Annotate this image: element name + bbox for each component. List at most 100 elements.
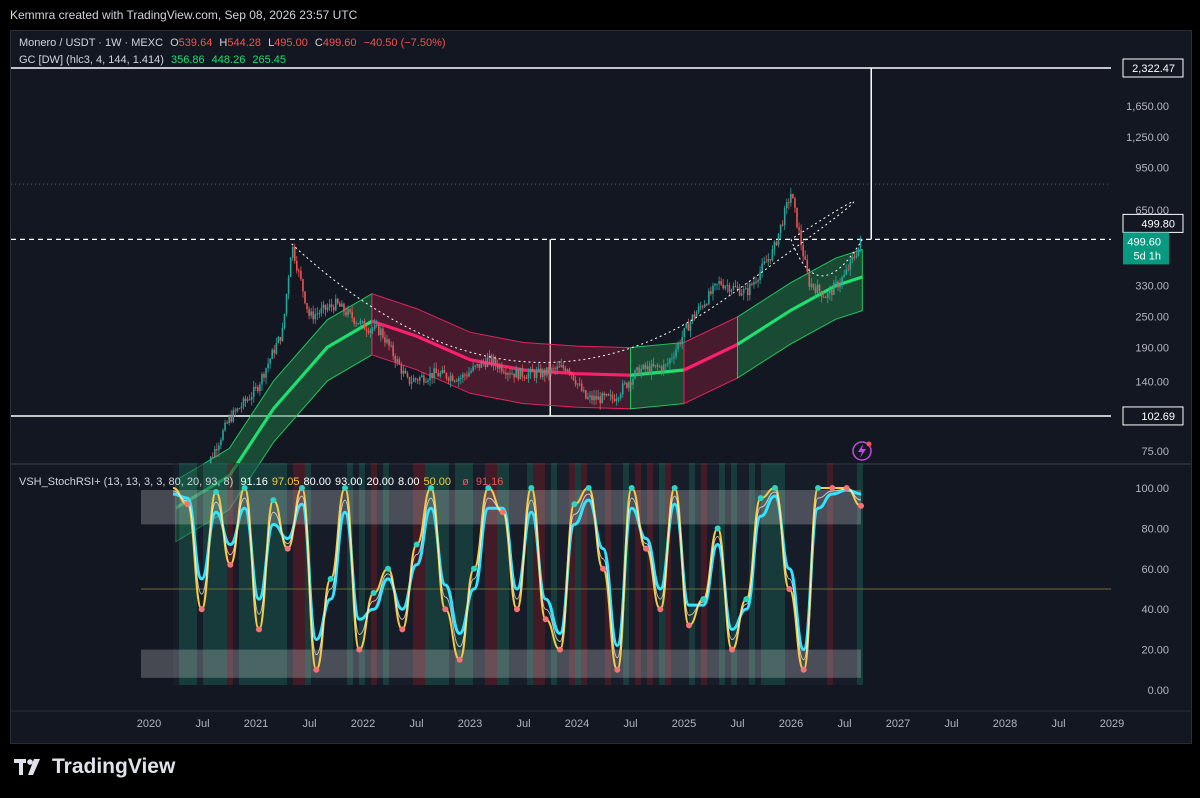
osc-axis-tick: 40.00 <box>1141 604 1169 616</box>
osc-stripe <box>791 463 797 685</box>
candle <box>281 327 284 341</box>
candle <box>761 263 763 272</box>
candle <box>578 383 581 385</box>
cross-dot <box>671 485 678 491</box>
candle <box>480 361 483 368</box>
osc-stripe <box>221 463 227 685</box>
candle <box>685 323 688 329</box>
candle <box>453 380 456 382</box>
indicator-value-lower: 265.45 <box>252 54 287 66</box>
candle <box>525 377 528 379</box>
candle <box>337 298 339 304</box>
target-price-label-bg <box>1122 58 1184 78</box>
candle <box>630 382 632 385</box>
oscillator-value: 8.00 <box>398 476 420 488</box>
candle <box>431 373 433 379</box>
osc-stripe <box>431 463 437 685</box>
osc-stripe <box>725 463 731 685</box>
osc-stripe <box>803 463 809 685</box>
candle <box>238 408 241 410</box>
symbol-legend[interactable]: Monero / USDT · 1W · MEXC O539.64 H544.2… <box>19 37 450 49</box>
candle <box>369 329 372 333</box>
symbol-title[interactable]: Monero / USDT · 1W · MEXC <box>19 37 164 49</box>
candle <box>277 336 280 344</box>
osc-stripe <box>191 463 197 685</box>
cross-dot <box>299 485 305 491</box>
osc-stripe <box>269 463 275 685</box>
oscillator-legend[interactable]: VSH_StochRSI+ (13, 13, 3, 3, 80, 20, 93,… <box>19 476 507 488</box>
candle <box>683 328 686 337</box>
price-axis-tick: 1,650.00 <box>1126 101 1169 113</box>
candle <box>806 259 809 272</box>
candle <box>738 287 741 296</box>
candle <box>646 366 649 370</box>
candle <box>691 314 694 322</box>
candle <box>548 367 550 374</box>
osc-stripe <box>329 463 335 685</box>
osc-stripe <box>341 463 347 685</box>
cross-dot <box>471 565 477 572</box>
cross-dot <box>729 646 735 653</box>
cross-dot <box>557 646 563 653</box>
candle <box>777 233 780 246</box>
indicator-title[interactable]: GC [DW] (hlc3, 4, 144, 1.414) <box>19 54 164 66</box>
osc-stripe <box>785 463 791 685</box>
candle <box>769 259 772 261</box>
candle <box>339 303 341 307</box>
candle <box>304 291 306 304</box>
candle <box>306 303 308 309</box>
osc-stripe <box>455 463 461 685</box>
oversold-band <box>141 649 861 678</box>
osc-stripe <box>689 463 695 685</box>
oscillator-title[interactable]: VSH_StochRSI+ (13, 13, 3, 3, 80, 20, 93,… <box>19 476 234 488</box>
candle <box>263 373 265 378</box>
candle <box>425 381 427 383</box>
candle <box>521 368 524 377</box>
candle <box>611 394 614 399</box>
cross-dot <box>184 501 191 508</box>
cross-dot <box>456 656 463 663</box>
oscillator-value: 93.00 <box>334 476 363 488</box>
time-axis-tick: Jul <box>730 718 744 730</box>
candle <box>257 387 259 392</box>
candle <box>783 208 786 226</box>
candle <box>605 393 608 396</box>
chart-canvas[interactable]: 75.00140.00190.00250.00330.00650.00950.0… <box>11 31 1191 743</box>
price-axis-tick: 75.00 <box>1141 446 1169 458</box>
osc-stripe <box>209 463 215 685</box>
candle <box>826 293 829 298</box>
candle <box>248 399 251 401</box>
gaussian-midline-green <box>736 275 863 346</box>
time-axis-tick: Jul <box>409 718 423 730</box>
candle <box>788 202 790 204</box>
osc-stripe <box>857 463 863 685</box>
candle <box>550 368 552 374</box>
time-axis-tick: 2024 <box>565 718 589 730</box>
candle <box>314 313 317 320</box>
candle <box>736 286 739 288</box>
change-value: −40.50 (−7.50%) <box>363 37 446 49</box>
osc-stripe <box>473 463 479 685</box>
candle <box>470 370 472 373</box>
candle <box>419 377 421 381</box>
candle <box>472 366 474 371</box>
candle <box>818 284 821 292</box>
candle <box>236 408 239 412</box>
gaussian-band-red <box>683 316 738 405</box>
chart-pane[interactable]: 75.00 140.00 190.00 250.00 330.00 650.00 950.0… <box>10 30 1192 744</box>
cross-dot <box>614 666 621 673</box>
osc-stripe <box>713 463 719 685</box>
candle <box>765 261 768 263</box>
candle <box>580 383 583 392</box>
candle <box>587 397 589 399</box>
osc-stripe <box>581 463 587 685</box>
time-axis-tick: 2021 <box>244 718 268 730</box>
candle <box>675 349 677 357</box>
candle <box>603 393 606 396</box>
indicator-legend[interactable]: GC [DW] (hlc3, 4, 144, 1.414) 356.86 448… <box>19 54 290 66</box>
candle <box>624 382 626 384</box>
cross-dot <box>313 666 320 673</box>
candle <box>386 339 388 343</box>
candle <box>279 336 282 341</box>
candle <box>310 311 312 316</box>
